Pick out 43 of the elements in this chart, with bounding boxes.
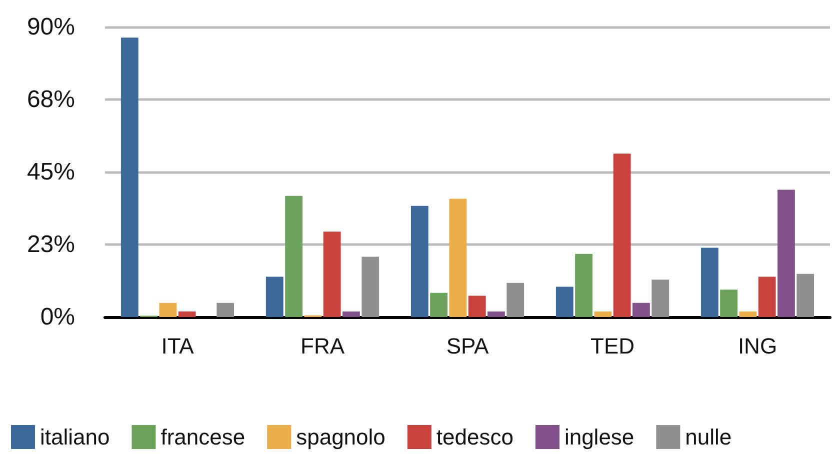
bar xyxy=(430,292,448,317)
bar xyxy=(449,198,467,317)
bar xyxy=(410,206,428,317)
y-tick-label: 0% xyxy=(40,304,75,330)
bar xyxy=(720,290,738,317)
legend-label: francese xyxy=(160,424,246,450)
bar xyxy=(266,276,284,317)
bar xyxy=(778,190,795,317)
bar xyxy=(120,38,138,317)
y-tick-label: 68% xyxy=(26,86,75,113)
x-tick-label: FRA xyxy=(300,334,345,358)
bar xyxy=(506,282,524,317)
bar xyxy=(468,296,486,317)
bar xyxy=(323,232,341,317)
bar xyxy=(700,248,718,317)
legend-label: nulle xyxy=(685,424,732,450)
bar xyxy=(362,256,380,317)
bar xyxy=(613,154,631,317)
x-tick-label: ITA xyxy=(161,334,194,358)
bar xyxy=(556,286,574,317)
legend-label: inglese xyxy=(564,424,634,450)
x-tick-label: TED xyxy=(590,334,634,358)
bar xyxy=(488,312,505,317)
bar xyxy=(758,276,776,317)
legend-label: italiano xyxy=(40,424,110,450)
x-tick-label: SPA xyxy=(446,334,490,358)
bar xyxy=(159,302,177,317)
bar xyxy=(216,302,234,317)
legend-label: spagnolo xyxy=(296,424,386,450)
y-tick-label: 45% xyxy=(26,158,75,186)
x-tick-label: ING xyxy=(738,334,778,358)
bar xyxy=(652,280,670,317)
bar xyxy=(178,312,196,317)
bar xyxy=(594,312,612,317)
y-tick-label: 90% xyxy=(26,14,75,40)
legend-label: tedesco xyxy=(436,424,514,450)
bar xyxy=(575,254,592,317)
y-tick-label: 23% xyxy=(26,231,75,258)
bar xyxy=(632,302,650,317)
bar xyxy=(796,274,814,317)
bar xyxy=(342,312,360,317)
bar xyxy=(285,196,302,317)
bar xyxy=(739,312,757,317)
